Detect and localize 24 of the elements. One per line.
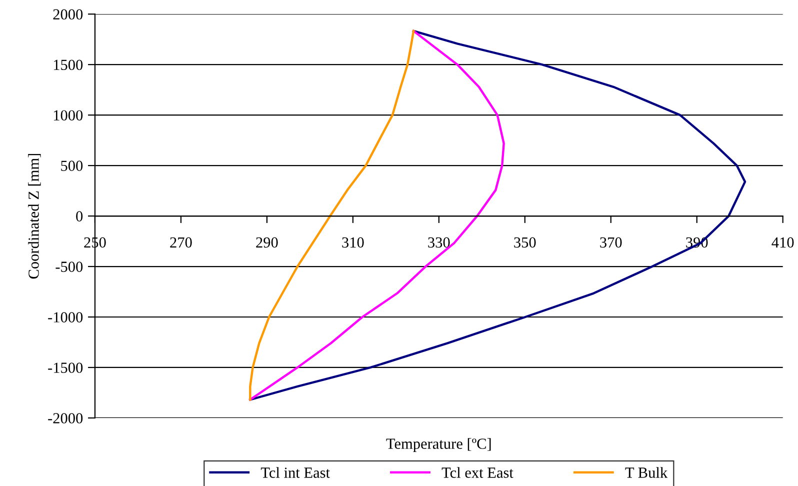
x-tick-label: 350	[514, 237, 536, 248]
y-tick-label: -1500	[48, 362, 83, 373]
y-axis-title: Coordinated Z [mm]	[28, 154, 41, 279]
y-tick-label: 1500	[54, 60, 83, 70]
y-tick-label: -1000	[48, 312, 83, 322]
y-tick-label: -500	[56, 262, 83, 272]
x-axis-title: Temperature [ºC]	[386, 438, 491, 452]
x-tick-label: 330	[428, 237, 450, 248]
line-series	[249, 30, 415, 401]
y-tick-label: 0	[76, 211, 83, 222]
legend-label: T Bulk	[625, 467, 668, 478]
x-tick-label: 370	[600, 237, 622, 248]
line-series	[249, 30, 746, 401]
x-tick-label: 270	[170, 237, 192, 248]
line-series	[249, 30, 505, 401]
x-tick-label: 310	[342, 237, 364, 248]
y-tick-label: 2000	[53, 9, 83, 20]
y-tick-label: 500	[61, 160, 83, 171]
legend-label: Tcl int East	[260, 467, 330, 478]
y-tick-label: -2000	[48, 413, 83, 424]
x-tick-label: 290	[256, 237, 278, 248]
y-tick-label: 1000	[54, 110, 83, 121]
x-tick-label: 410	[772, 237, 794, 248]
legend-label: Tcl ext East	[442, 467, 514, 478]
